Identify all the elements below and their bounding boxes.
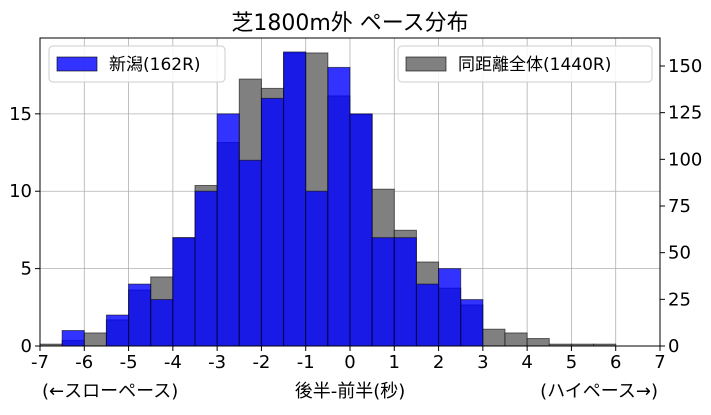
legend-all-distance: 同距離全体(1440R) <box>397 45 653 83</box>
histogram-bar <box>283 51 307 347</box>
legend-box <box>397 45 653 83</box>
y-right-tick-label: 25 <box>668 289 691 310</box>
x-tick-label: -1 <box>297 352 315 373</box>
bars-niigata <box>61 51 484 347</box>
x-tick-label: -3 <box>208 352 226 373</box>
y-left-tick-label: 5 <box>21 259 32 280</box>
legend-swatch-all-distance <box>405 56 447 72</box>
x-tick-label: -5 <box>120 352 138 373</box>
legend-box <box>48 45 226 83</box>
x-tick-label: -2 <box>252 352 270 373</box>
x-axis-note-fast: (ハイペース→) <box>540 381 658 402</box>
histogram-bar <box>238 159 262 347</box>
y-right-tick-label: 125 <box>668 103 702 124</box>
x-tick-label: 3 <box>477 352 488 373</box>
histogram-bar <box>393 237 417 347</box>
histogram-bar <box>327 66 351 347</box>
histogram-bar <box>526 338 550 347</box>
histogram-bar <box>415 283 440 347</box>
histogram-bar <box>504 332 528 347</box>
y-axis-right: 0 25 50 75 100 125 150 <box>660 56 702 357</box>
histogram-bar <box>305 190 329 347</box>
histogram-bar <box>105 314 130 347</box>
x-tick-label: 7 <box>654 352 665 373</box>
x-axis-label: 後半-前半(秒) <box>295 381 406 402</box>
histogram-bar <box>150 299 174 347</box>
histogram-bar <box>61 330 85 347</box>
x-tick-label: 5 <box>566 352 577 373</box>
histogram-bar <box>482 328 506 347</box>
histogram-bar <box>460 299 484 347</box>
x-tick-label: 6 <box>610 352 621 373</box>
histogram-bar <box>371 237 395 347</box>
chart-title: 芝1800m外 ペース分布 <box>231 11 468 36</box>
histogram-bar <box>194 190 218 347</box>
histogram-bar <box>349 113 373 347</box>
histogram-bar <box>438 268 462 347</box>
histogram-bar <box>260 97 285 347</box>
y-left-tick-label: 0 <box>21 336 32 357</box>
x-tick-label: -7 <box>31 352 49 373</box>
x-tick-label: -6 <box>75 352 93 373</box>
legend-label-all-distance: 同距離全体(1440R) <box>458 55 611 75</box>
x-tick-label: 1 <box>389 352 400 373</box>
x-tick-label: -4 <box>164 352 182 373</box>
y-right-tick-label: 0 <box>668 336 679 357</box>
legend-label-niigata: 新潟(162R) <box>109 55 201 75</box>
y-axis-left: 0 5 10 15 <box>9 104 40 357</box>
y-left-tick-label: 10 <box>9 181 32 202</box>
histogram-bar <box>128 283 152 347</box>
histogram-bar <box>172 237 196 347</box>
x-axis-note-slow: (←スローペース) <box>42 381 178 402</box>
y-right-tick-label: 100 <box>668 149 702 170</box>
y-right-tick-label: 150 <box>668 56 702 77</box>
x-tick-label: 4 <box>521 352 532 373</box>
x-tick-label: 0 <box>344 352 355 373</box>
legend-niigata: 新潟(162R) <box>48 45 226 83</box>
histogram-bar <box>83 332 107 347</box>
y-right-tick-label: 50 <box>668 243 691 264</box>
legend-swatch-niigata <box>56 56 98 72</box>
y-left-tick-label: 15 <box>9 104 32 125</box>
x-tick-label: 2 <box>433 352 444 373</box>
x-axis: -7 -6 -5 -4 -3 -2 -1 0 1 2 3 4 5 6 7 <box>31 346 666 373</box>
histogram-bar <box>216 113 240 347</box>
y-right-tick-label: 75 <box>668 196 691 217</box>
